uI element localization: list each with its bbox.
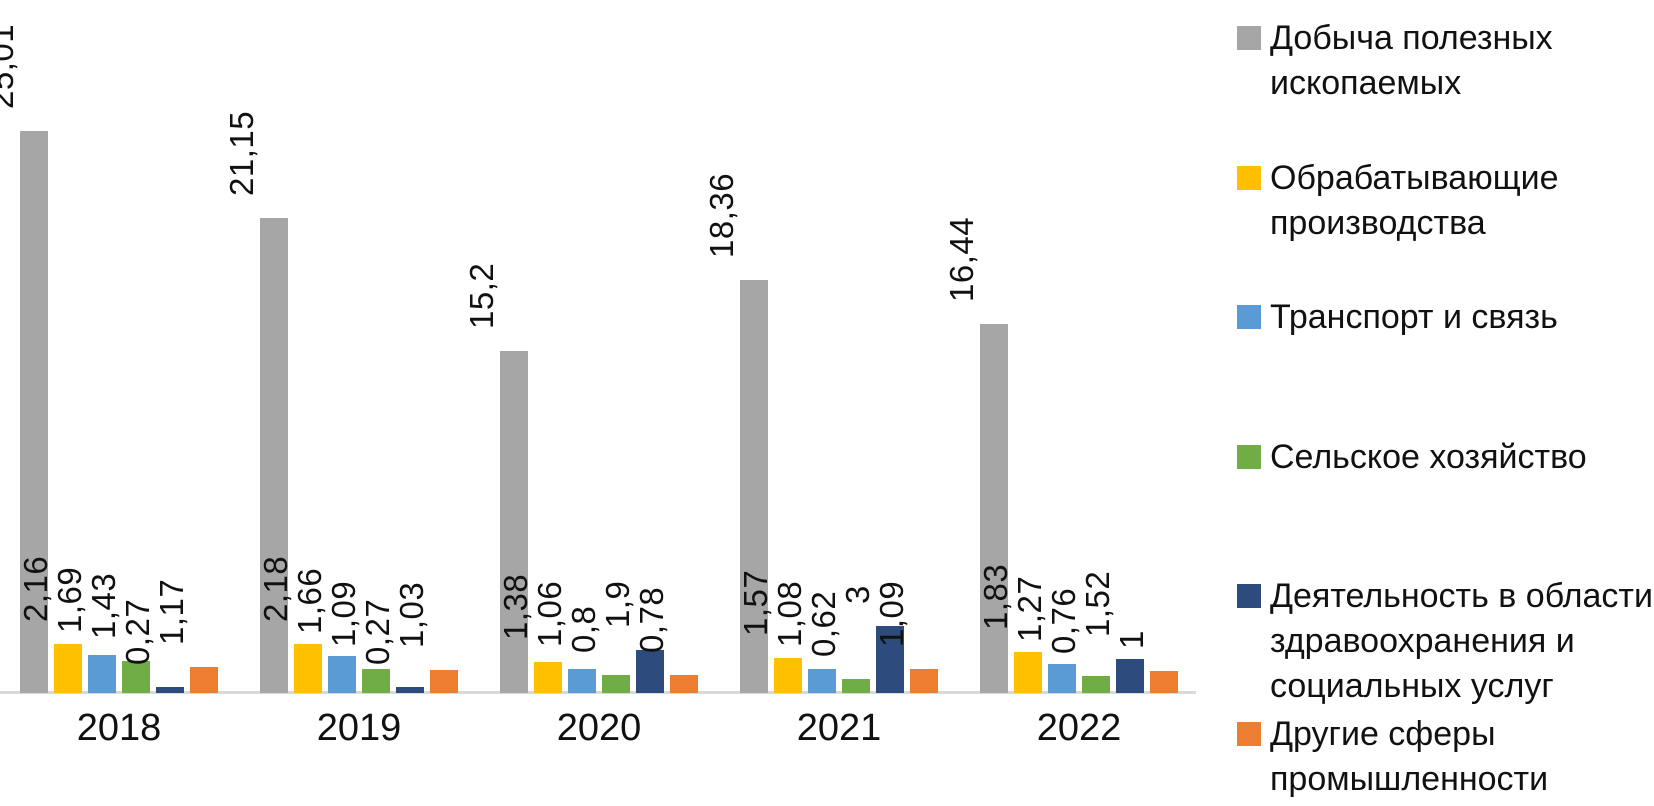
bar-2020-series-4 [636,650,664,693]
bar-value-label: 0,78 [633,586,670,653]
bar-2020-series-1 [534,662,562,693]
bar-2021-series-5 [910,669,938,693]
bar-2019-series-4 [396,687,424,693]
x-axis-line [0,691,1196,694]
x-axis-label-2018: 2018 [76,707,162,749]
bar-value-label: 1,06 [531,580,568,647]
bar-2020-series-3 [602,675,630,693]
bar-value-label: 3 [839,585,876,604]
bar-2018-series-3 [122,661,150,693]
bar-2019-series-1 [294,644,322,693]
bar-value-label: 15,2 [463,262,500,329]
bar-value-label: 25,01 [0,23,20,109]
bar-2022-series-1 [1014,652,1042,693]
bar-2022-series-3 [1082,676,1110,693]
bar-value-label: 1,38 [497,573,534,640]
legend-swatch-icon [1237,166,1261,190]
legend-item-series-5: Другие сферы промышленности [1237,712,1654,802]
bar-2020-series-2 [568,669,596,693]
bar-value-label: 1,66 [291,567,328,634]
bar-2018-series-2 [88,655,116,693]
bar-value-label: 18,36 [703,172,740,258]
bar-value-label: 1 [1113,630,1150,649]
x-axis-label-2021: 2021 [796,707,882,749]
legend-swatch-icon [1237,26,1261,50]
legend-label: Другие сферы промышленности [1270,715,1549,798]
bar-value-label: 1,03 [393,581,430,648]
bar-value-label: 0,8 [565,605,602,653]
bar-2019-series-2 [328,656,356,693]
bar-value-label: 1,08 [771,580,808,647]
legend-label: Деятельность в области здравоохранения и… [1270,577,1653,705]
bar-2018-series-0 [20,131,48,693]
legend-label: Сельское хозяйство [1270,438,1587,476]
bar-value-label: 2,18 [257,555,294,622]
bar-value-label: 1,9 [599,580,636,628]
bar-2022-series-5 [1150,671,1178,693]
bar-value-label: 0,27 [119,598,156,665]
bar-2022-series-2 [1048,664,1076,693]
bar-2019-series-5 [430,670,458,693]
bar-value-label: 1,52 [1079,570,1116,637]
bar-value-label: 16,44 [943,216,980,302]
legend-item-series-0: Добыча полезных ископаемых [1237,16,1654,106]
legend-swatch-icon [1237,584,1261,608]
bar-2021-series-4 [876,626,904,693]
x-axis-label-2020: 2020 [556,707,642,749]
legend-label: Обрабатывающие производства [1270,159,1559,242]
bar-2019-series-3 [362,669,390,693]
bar-value-label: 1,17 [153,578,190,645]
bar-value-label: 1,09 [873,580,910,647]
bar-2018-series-1 [54,644,82,693]
bar-value-label: 2,16 [17,555,54,622]
bar-2022-series-0 [980,324,1008,693]
legend-item-series-1: Обрабатывающие производства [1237,156,1654,246]
legend-label: Транспорт и связь [1270,298,1558,336]
bar-value-label: 1,43 [85,572,122,639]
legend-swatch-icon [1237,445,1261,469]
bar-2018-series-5 [190,667,218,693]
bar-value-label: 1,69 [51,566,88,633]
legend-item-series-4: Деятельность в области здравоохранения и… [1237,574,1654,709]
legend-item-series-2: Транспорт и связь [1237,295,1654,340]
bar-value-label: 21,15 [223,110,260,196]
bar-value-label: 0,27 [359,598,396,665]
bar-2020-series-0 [500,351,528,693]
legend-label: Добыча полезных ископаемых [1270,19,1553,102]
bar-value-label: 1,57 [737,569,774,636]
bar-2022-series-4 [1116,659,1144,693]
legend-swatch-icon [1237,305,1261,329]
bar-2021-series-3 [842,679,870,693]
chart-legend: Добыча полезных ископаемых Обрабатывающие… [1237,0,1654,806]
bar-2021-series-1 [774,658,802,693]
bar-value-label: 1,27 [1011,575,1048,642]
legend-item-series-3: Сельское хозяйство [1237,435,1654,480]
bar-2021-series-0 [740,280,768,693]
bar-2021-series-2 [808,669,836,693]
bar-2020-series-5 [670,675,698,693]
bar-2019-series-0 [260,218,288,693]
bar-value-label: 1,83 [977,563,1014,630]
bar-value-label: 0,76 [1045,587,1082,654]
legend-swatch-icon [1237,722,1261,746]
x-axis-label-2022: 2022 [1036,707,1122,749]
bar-value-label: 0,62 [805,590,842,657]
bar-value-label: 1,09 [325,580,362,647]
x-axis-label-2019: 2019 [316,707,402,749]
bar-2018-series-4 [156,687,184,693]
